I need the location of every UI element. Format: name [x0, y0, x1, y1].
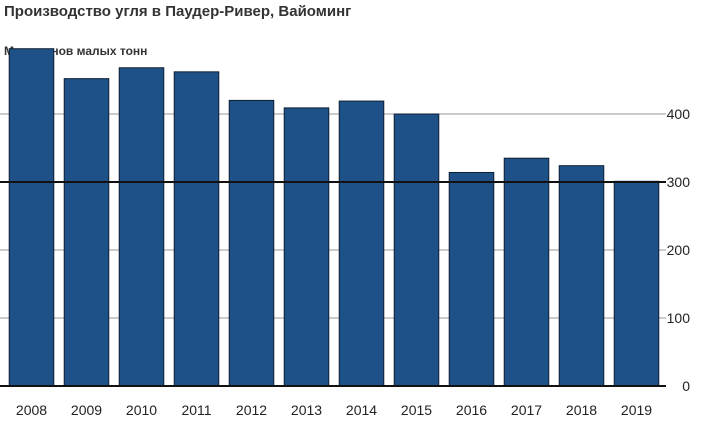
x-tick-2012: 2012: [236, 402, 267, 418]
x-tick-2010: 2010: [126, 402, 157, 418]
bars: [8, 48, 660, 387]
bar-2009: [63, 78, 110, 387]
x-tick-2017: 2017: [511, 402, 542, 418]
y-tick-0: 0: [682, 378, 690, 394]
x-tick-2014: 2014: [346, 402, 377, 418]
bar-2016: [448, 171, 495, 387]
x-tick-2019: 2019: [621, 402, 652, 418]
bar-2012: [228, 99, 275, 387]
x-tick-2008: 2008: [16, 402, 47, 418]
x-tick-2011: 2011: [181, 402, 211, 418]
y-tick-labels: 0 100 200 300 400: [667, 106, 691, 394]
bar-2011: [173, 71, 220, 387]
bar-2008: [8, 48, 55, 387]
bar-2010: [118, 67, 165, 387]
x-tick-2018: 2018: [566, 402, 597, 418]
bar-2014: [338, 100, 385, 387]
x-tick-2015: 2015: [401, 402, 432, 418]
x-tick-2009: 2009: [71, 402, 102, 418]
y-tick-100: 100: [667, 310, 691, 326]
x-tick-2013: 2013: [291, 402, 322, 418]
bar-2019: [613, 180, 660, 387]
y-tick-200: 200: [667, 242, 691, 258]
bar-2015: [393, 113, 440, 387]
bar-2018: [558, 165, 605, 387]
y-tick-300: 300: [667, 174, 691, 190]
y-tick-400: 400: [667, 106, 691, 122]
bar-2017: [503, 157, 550, 387]
emphasis-lines: [0, 181, 666, 387]
bar-2013: [283, 107, 330, 387]
x-tick-2016: 2016: [456, 402, 487, 418]
x-tick-labels: 2008 2009 2010 2011 2012 2013 2014 2015 2016 2017…: [16, 402, 652, 418]
chart-title: Производство угля в Паудер-Ривер, Вайоми…: [4, 3, 352, 20]
